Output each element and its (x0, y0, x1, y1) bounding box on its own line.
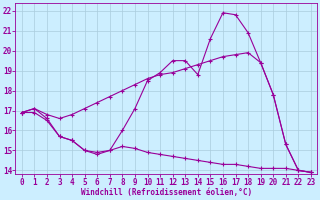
X-axis label: Windchill (Refroidissement éolien,°C): Windchill (Refroidissement éolien,°C) (81, 188, 252, 197)
